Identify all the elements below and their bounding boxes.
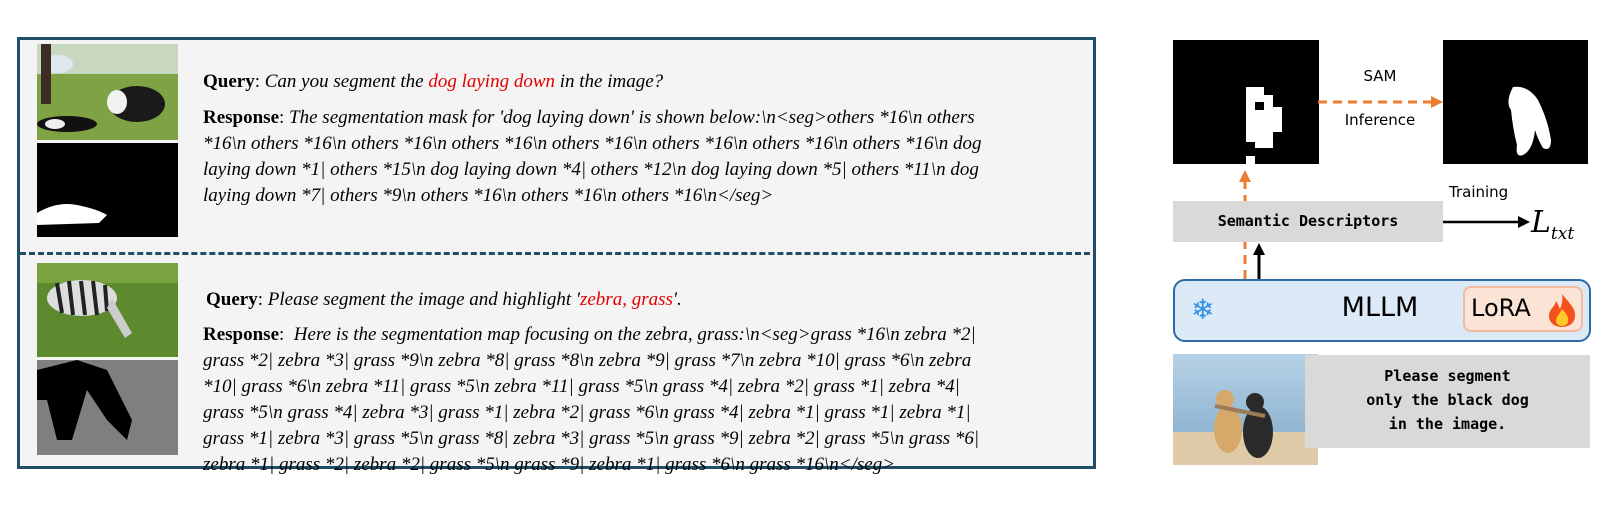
response-line: laying down *7| others *9\n others *16\n… (203, 185, 774, 206)
response-line: Here is the segmentation map focusing on… (289, 324, 976, 345)
response-line: The segmentation mask for 'dog laying do… (289, 107, 975, 128)
snowflake-icon: ❄ (1191, 295, 1215, 326)
semantic-descriptors-box: Semantic Descriptors (1173, 201, 1443, 242)
query-label: Query (203, 71, 255, 92)
dog-mask (37, 143, 178, 237)
response-line: grass *1| zebra *3| grass *5\n grass *8|… (203, 428, 980, 449)
example-2-text: Query: Please segment the image and high… (203, 287, 1086, 478)
prompt-line: only the black dog (1366, 391, 1529, 409)
query-text: Can you segment the (264, 71, 429, 92)
lora-box: LoRA (1463, 286, 1583, 332)
coarse-mask (1173, 40, 1319, 164)
mllm-label: MLLM (1341, 292, 1419, 323)
response-line: grass *2| zebra *3| grass *9\n zebra *8|… (203, 350, 972, 371)
fire-icon (1549, 294, 1576, 327)
training-arrow (1443, 216, 1530, 228)
query-highlight: zebra, grass (579, 289, 673, 310)
two-dogs-photo (1173, 354, 1318, 465)
response-line: *10| grass *6\n zebra *11| grass *5\n ze… (203, 376, 960, 397)
response-label: Response (203, 107, 280, 128)
response-2: Response: Here is the segmentation map f… (203, 322, 1086, 478)
lora-label: LoRA (1471, 294, 1531, 322)
query-highlight: dog laying down (428, 71, 555, 92)
response-line: zebra *1| grass *2| zebra *2| grass *5\n… (203, 454, 896, 475)
prompt-line: in the image. (1388, 415, 1507, 433)
response-line: *16\n others *16\n others *16\n others *… (203, 133, 982, 154)
query-text: in the image? (555, 71, 664, 92)
response-line: grass *5\n grass *4| zebra *3| grass *1|… (203, 402, 971, 423)
response-line: laying down *1| others *15\n dog laying … (203, 159, 979, 180)
zebra-photo (37, 263, 178, 357)
response-1: Response: The segmentation mask for 'dog… (203, 105, 1083, 209)
query-label: Query (206, 289, 258, 310)
training-label: Training (1449, 183, 1509, 201)
refined-mask (1443, 40, 1588, 164)
sam-inference-arrow (1318, 96, 1443, 108)
query-text: Please segment the image and highlight ' (267, 289, 580, 310)
text-prompt-box: Please segment only the black dog in the… (1305, 355, 1590, 448)
query-text: '. (672, 289, 682, 310)
sam-label: SAM (1363, 67, 1397, 85)
dog-photo (37, 44, 178, 140)
mllm-to-descriptor-arrow (1253, 243, 1265, 279)
inference-label: Inference (1344, 111, 1416, 129)
examples-divider (20, 252, 1090, 255)
response-label: Response (203, 324, 280, 345)
zebra-grass-mask (37, 360, 178, 455)
pipeline-arrows (1239, 96, 1530, 279)
query-2: Query: Please segment the image and high… (206, 289, 682, 310)
query-1: Query: Can you segment the dog laying do… (203, 71, 664, 92)
text-loss: Ltxt (1531, 205, 1575, 244)
example-1-text: Query: Can you segment the dog laying do… (203, 69, 1083, 209)
prompt-line: Please segment (1384, 367, 1511, 385)
mllm-box: ❄ MLLM LoRA (1173, 279, 1591, 342)
